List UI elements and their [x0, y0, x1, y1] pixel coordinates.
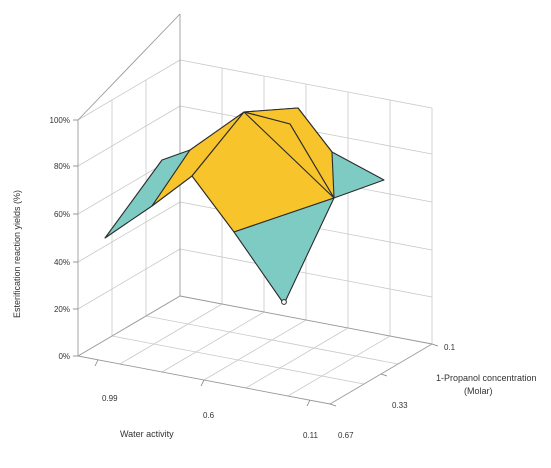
- surface-min-point: [282, 300, 287, 305]
- z-tick-label-80: 80%: [54, 162, 70, 171]
- floor-grid-7: [288, 336, 390, 396]
- floor-left-edge: [78, 296, 180, 356]
- top-left-edge: [78, 14, 180, 120]
- left-wall-grid-80: [78, 106, 180, 166]
- x-axis: 0.99 0.6 0.11 Water activity: [95, 360, 319, 440]
- y-tick-2: [330, 404, 336, 406]
- floor-grid-5: [204, 320, 306, 380]
- floor-grid-6: [246, 328, 348, 388]
- x-tick-1: [201, 380, 204, 386]
- y-tick-0: [432, 344, 438, 346]
- x-axis-title: Water activity: [120, 429, 174, 439]
- y-axis-title-line-1: 1-Propanol concentration: [436, 373, 537, 383]
- y-tick-label-1: 0.33: [392, 401, 408, 410]
- z-tick-label-100: 100%: [50, 116, 70, 125]
- floor-grid-4: [162, 312, 264, 372]
- z-tick-label-60: 60%: [54, 210, 70, 219]
- surface: [105, 108, 384, 304]
- x-tick-label-1: 0.6: [203, 411, 215, 420]
- y-axis-title-line-2: (Molar): [464, 386, 493, 396]
- y-tick-label-2: 0.67: [338, 431, 354, 440]
- z-tick-label-0: 0%: [58, 352, 70, 361]
- x-tick-0: [95, 360, 98, 366]
- z-tick-label-20: 20%: [54, 305, 70, 314]
- x-tick-label-2: 0.11: [303, 431, 319, 440]
- z-ticks: 0% 20% 40% 60% 80% 100%: [50, 116, 78, 361]
- x-tick-label-0: 0.99: [102, 394, 118, 403]
- x-tick-2: [307, 400, 310, 406]
- surface-face-left-low: [105, 150, 190, 238]
- left-wall-grid-20: [78, 249, 180, 309]
- y-tick-1: [381, 374, 387, 376]
- y-axis: 0.1 0.33 0.67 1-Propanol concentration (…: [330, 343, 537, 440]
- left-wall-grid-100: [78, 60, 180, 120]
- floor-grid-3: [120, 304, 222, 364]
- y-tick-label-0: 0.1: [444, 343, 456, 352]
- z-axis-title: Esterification reaction yields (%): [12, 190, 22, 318]
- z-tick-label-40: 40%: [54, 258, 70, 267]
